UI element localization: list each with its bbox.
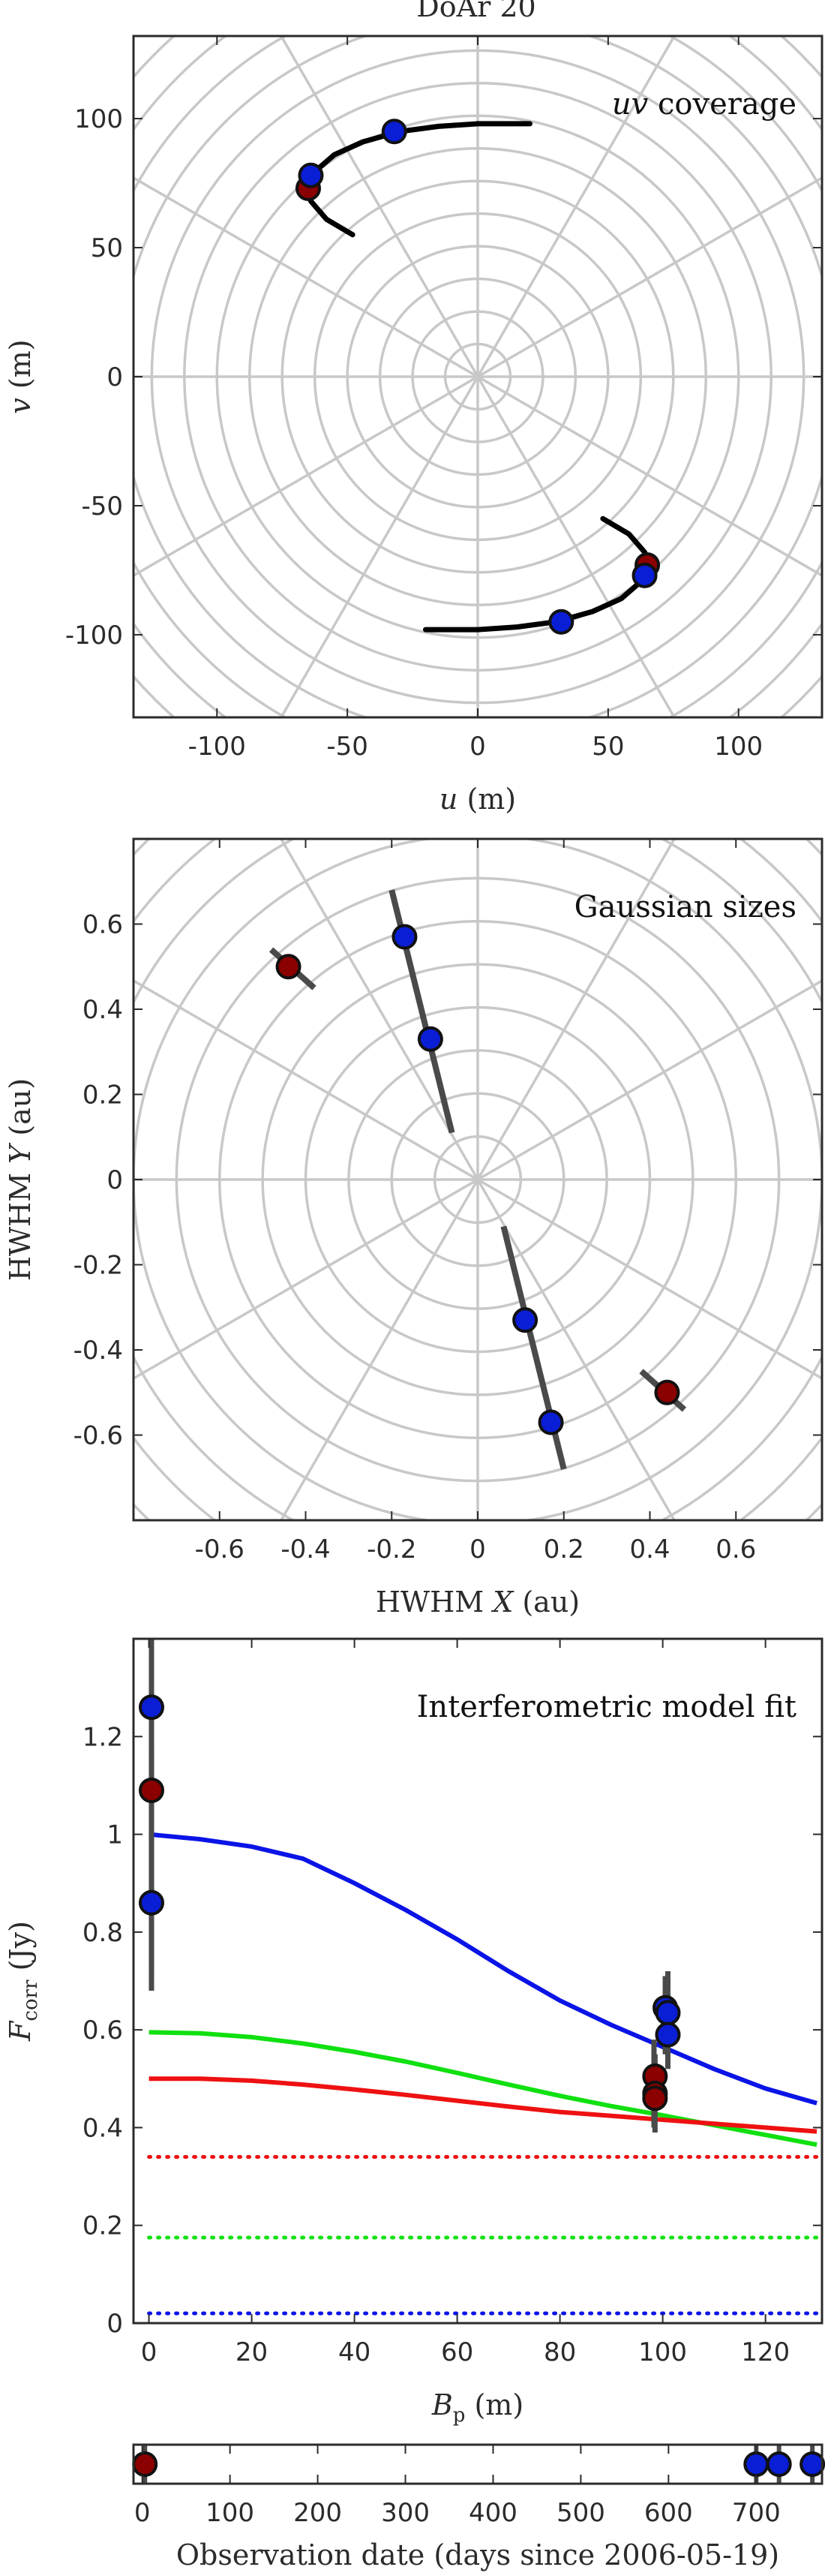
data-point <box>298 162 324 188</box>
model-fit-panel: 0 20 40 60 80 100 120 0 0.2 0.4 0.6 0.8 1 1.2 Bp (m) Fc… <box>4 1637 824 2427</box>
data-point <box>132 2451 158 2477</box>
polar-grid <box>134 36 822 717</box>
y-tick-label: 100 <box>74 104 123 134</box>
x-tick-label: 300 <box>381 2498 430 2528</box>
y-tick-label: -0.6 <box>74 1421 123 1451</box>
y-tick-label: 0.8 <box>82 1918 123 1948</box>
model-curve <box>148 1832 818 2106</box>
grid-spoke <box>134 176 822 578</box>
x-tick-label: 0 <box>470 1534 486 1565</box>
x-tick-label: 400 <box>469 2498 518 2528</box>
data-point <box>655 2021 681 2048</box>
model-curve <box>148 2030 818 2148</box>
x-tick-label: 50 <box>592 732 624 762</box>
grid-spoke <box>134 176 822 578</box>
y-tick-label: 0.4 <box>82 2113 123 2143</box>
y-axis-label: v (m) <box>4 339 37 413</box>
x-tick-label: 20 <box>236 2337 268 2367</box>
x-axis-label: HWHM X (au) <box>376 1586 580 1619</box>
y-axis-label: HWHM Y (au) <box>4 1078 37 1281</box>
data-point <box>766 2451 792 2477</box>
y-tick-label: 0.2 <box>82 2211 123 2241</box>
x-tick-label: 100 <box>638 2337 687 2367</box>
x-tick-label: 600 <box>644 2498 693 2528</box>
observation-date-panel: 0 100 200 300 400 500 600 700 Observation date (… <box>132 2443 825 2571</box>
figure-title: DoAr 20 <box>416 0 536 23</box>
data-point <box>800 2451 825 2477</box>
x-tick-label: -100 <box>188 732 246 762</box>
y-tick-label: 0 <box>106 2309 123 2339</box>
panel-annotation: Gaussian sizes <box>574 890 796 924</box>
axes-frame <box>132 1637 824 2325</box>
x-tick-label: -0.2 <box>367 1534 416 1565</box>
data-point <box>275 954 302 980</box>
data-point <box>654 1379 680 1405</box>
data-point <box>138 1694 164 1721</box>
y-tick-label: 0.4 <box>82 995 123 1025</box>
x-tick-label: 0.4 <box>629 1534 670 1565</box>
panel-annotation: Interferometric model fit <box>417 1690 796 1724</box>
y-tick-label: -0.2 <box>74 1251 123 1281</box>
x-tick-label: 500 <box>556 2498 605 2528</box>
grid-ring <box>134 36 822 717</box>
y-tick-label: 0 <box>106 362 123 392</box>
y-tick-label: -0.4 <box>74 1336 123 1366</box>
x-axis-label: Observation date (days since 2006-05-19) <box>176 2538 779 2571</box>
uv-coverage-panel: -100 -50 0 50 100 -100 -50 0 50 100 u (m) v (m) uv c… <box>4 35 824 816</box>
x-tick-label: 120 <box>741 2337 790 2367</box>
uv-track <box>423 516 652 633</box>
x-tick-label: 700 <box>732 2498 781 2528</box>
model-curve <box>148 2076 818 2134</box>
data-point <box>392 924 418 950</box>
axes-frame <box>132 2443 824 2485</box>
data-point <box>655 2000 681 2026</box>
y-tick-label: 0.2 <box>82 1081 123 1111</box>
x-tick-label: -0.4 <box>280 1534 330 1565</box>
uv-track <box>303 121 532 238</box>
x-tick-label: -0.6 <box>195 1534 244 1565</box>
y-tick-label: 0 <box>106 1165 123 1195</box>
x-tick-label: 0 <box>141 2337 158 2367</box>
panel-annotation: uv coverage <box>612 87 796 122</box>
x-tick-label: 200 <box>293 2498 342 2528</box>
data-point <box>538 1409 564 1435</box>
x-tick-label: 0.6 <box>716 1534 756 1565</box>
data-point <box>548 609 574 635</box>
x-tick-label: 0 <box>470 732 486 762</box>
data-point <box>138 1777 164 1803</box>
x-tick-label: 40 <box>338 2337 370 2367</box>
y-tick-label: 0.6 <box>82 2015 123 2045</box>
x-tick-label: 100 <box>206 2498 254 2528</box>
data-point <box>642 2085 668 2112</box>
x-axis-label: u (m) <box>440 783 516 816</box>
data-point <box>512 1307 538 1333</box>
x-tick-label: 0.2 <box>544 1534 584 1565</box>
y-tick-label: 50 <box>91 233 123 263</box>
y-tick-label: 1.2 <box>82 1722 123 1752</box>
x-axis-label: Bp (m) <box>431 2388 524 2427</box>
data-point <box>138 1889 164 1916</box>
y-tick-label: -100 <box>65 621 123 651</box>
x-tick-label: -50 <box>326 732 368 762</box>
y-tick-label: -50 <box>81 491 123 522</box>
y-tick-label: 1 <box>106 1820 123 1850</box>
x-tick-label: 0 <box>134 2498 151 2528</box>
grid-spoke <box>134 978 822 1381</box>
data-point <box>632 562 658 588</box>
data-point <box>743 2451 770 2477</box>
x-tick-label: 100 <box>714 732 763 762</box>
x-tick-label: 60 <box>441 2337 473 2367</box>
data-point <box>381 119 407 145</box>
data-point <box>417 1026 443 1052</box>
y-tick-label: 0.6 <box>82 910 123 940</box>
y-axis-label: Fcorr (Jy) <box>4 1921 42 2042</box>
x-tick-label: 80 <box>544 2337 576 2367</box>
